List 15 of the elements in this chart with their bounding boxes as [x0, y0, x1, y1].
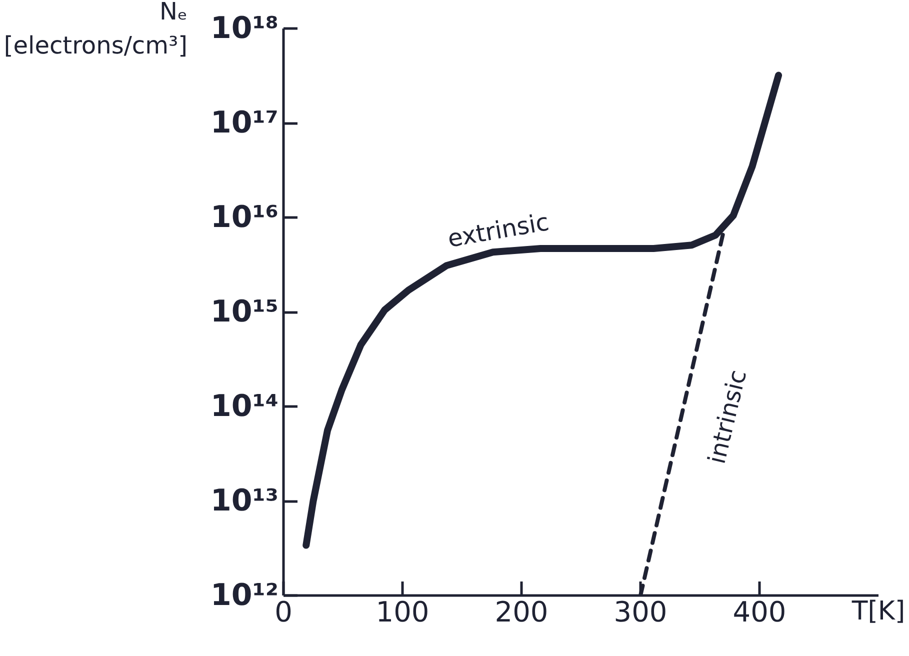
y-tick-label: 10¹⁸ — [210, 11, 279, 46]
x-tick-label: 400 — [732, 596, 786, 628]
y-tick-label: 10¹⁴ — [210, 389, 279, 424]
x-tick-label: 0 — [274, 596, 292, 628]
text: extrinsic — [446, 208, 552, 254]
x-axis-title: T[K] — [850, 596, 906, 626]
x-tick-label: 300 — [614, 596, 668, 628]
y-tick-label: 10¹⁶ — [210, 200, 279, 235]
y-tick-label: 10¹³ — [210, 484, 279, 518]
x-tick-label: 200 — [494, 596, 548, 628]
y-axis-title: Nₑ [electrons/cm³] — [4, 0, 188, 60]
y-tick-label: 10¹⁵ — [210, 294, 279, 330]
x-tick-label: 100 — [376, 596, 430, 628]
text: intrinsic — [702, 367, 752, 466]
y-tick-label: 10¹⁷ — [210, 106, 279, 140]
